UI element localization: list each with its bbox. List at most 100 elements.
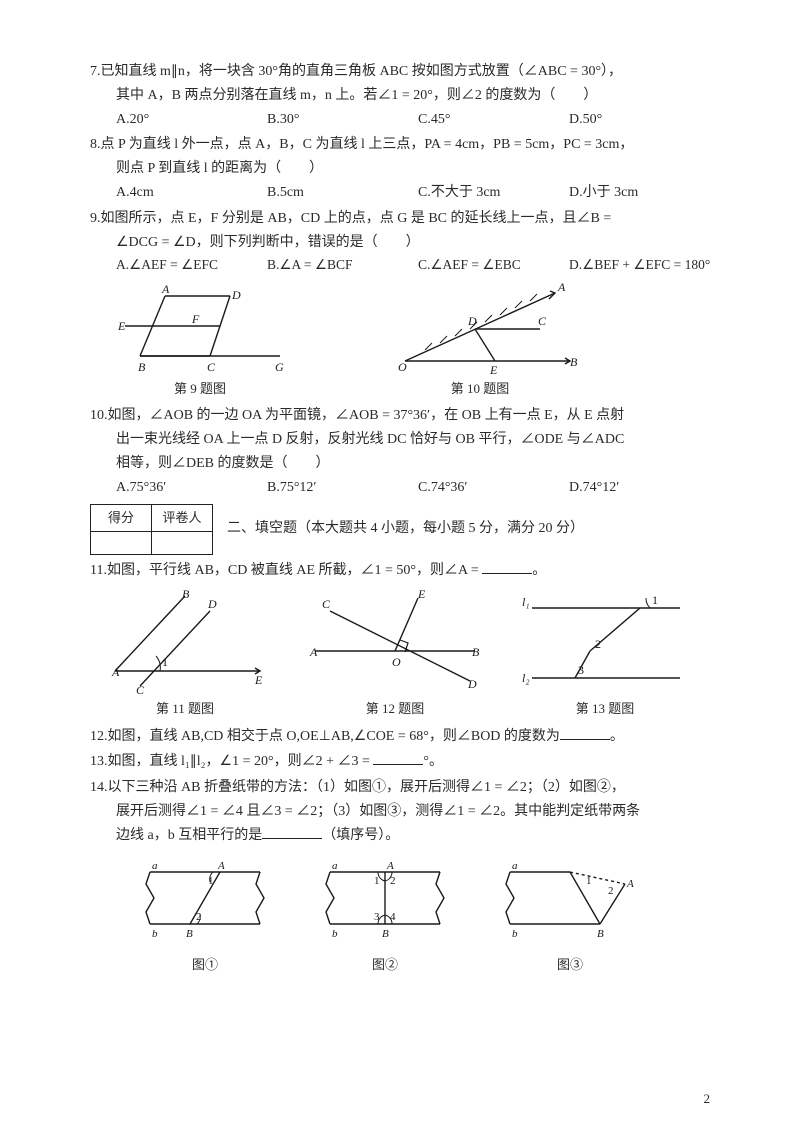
q9-opt-a: A.∠AEF = ∠EFC	[116, 254, 267, 277]
figures-row-3: a b A B 1 2 图①	[140, 854, 720, 977]
svg-text:E: E	[117, 319, 126, 333]
q7-options: A.20° B.30° C.45° D.50°	[90, 108, 720, 132]
svg-text:C: C	[538, 314, 547, 328]
score-head-1: 得分	[91, 504, 152, 531]
q10-opt-c: C.74°36′	[418, 476, 569, 500]
q13-text: 13.如图，直线 l₁∥l₂，∠1 = 20°，则∠2 + ∠3 =	[90, 754, 373, 769]
svg-text:E: E	[489, 363, 498, 376]
figcap-q10: 第 10 题图	[380, 378, 580, 400]
q11-text: 11.如图，平行线 AB，CD 被直线 AE 所截，∠1 = 50°，则∠A =	[90, 563, 482, 578]
q7-opt-d: D.50°	[569, 108, 720, 132]
question-11: 11.如图，平行线 AB，CD 被直线 AE 所截，∠1 = 50°，则∠A =…	[90, 559, 720, 583]
q8-options: A.4cm B.5cm C.不大于 3cm D.小于 3cm	[90, 181, 720, 205]
svg-text:l₂: l₂	[522, 671, 530, 685]
q7-line2: 其中 A，B 两点分别落在直线 m，n 上。若∠1 = 20°，则∠2 的度数为…	[90, 84, 720, 108]
figcap-14-2: 图②	[320, 954, 450, 976]
figure-q12: A B C D E O 第 12 题图	[300, 586, 490, 720]
figure-14-2: a b A B 1 2 3 4 图②	[320, 854, 450, 977]
page-number: 2	[704, 1088, 711, 1110]
svg-text:D: D	[207, 597, 217, 611]
svg-text:l₁: l₁	[522, 595, 530, 609]
q9-opt-d: D.∠BEF + ∠EFC = 180°	[569, 254, 720, 277]
figure-q10: A B O D C E 第 10 题图	[380, 281, 580, 400]
q10-opt-a: A.75°36′	[116, 476, 267, 500]
q8-opt-d: D.小于 3cm	[569, 181, 720, 205]
svg-text:C: C	[322, 597, 331, 611]
svg-text:3: 3	[374, 911, 380, 923]
q14-line3a: 边线 a，b 互相平行的是	[116, 828, 262, 843]
question-10: 10.如图，∠AOB 的一边 OA 为平面镜，∠AOB = 37°36′，在 O…	[90, 404, 720, 499]
q10-opt-b: B.75°12′	[267, 476, 418, 500]
section-2-header: 得分 评卷人 二、填空题（本大题共 4 小题，每小题 5 分，满分 20 分）	[90, 504, 720, 555]
q8-line2: 则点 P 到直线 l 的距离为（ ）	[90, 157, 720, 181]
score-table: 得分 评卷人	[90, 504, 213, 555]
q7-line1: 7.已知直线 m∥n，将一块含 30°角的直角三角板 ABC 按如图方式放置（∠…	[90, 60, 720, 84]
svg-text:A: A	[111, 665, 120, 679]
figure-14-1: a b A B 1 2 图①	[140, 854, 270, 977]
score-head-2: 评卷人	[152, 504, 213, 531]
svg-text:D: D	[467, 677, 477, 691]
q9-options: A.∠AEF = ∠EFC B.∠A = ∠BCF C.∠AEF = ∠EBC …	[90, 254, 720, 277]
svg-text:E: E	[254, 673, 263, 687]
figures-row-1: A D E F B C G 第 9 题图	[110, 281, 720, 400]
q8-opt-c: C.不大于 3cm	[418, 181, 569, 205]
svg-text:D: D	[467, 314, 477, 328]
svg-text:2: 2	[608, 885, 614, 897]
svg-text:G: G	[275, 360, 284, 374]
question-7: 7.已知直线 m∥n，将一块含 30°角的直角三角板 ABC 按如图方式放置（∠…	[90, 60, 720, 131]
figcap-14-3: 图③	[500, 954, 640, 976]
svg-text:2: 2	[595, 637, 601, 651]
q14-line3b: （填序号）。	[322, 828, 399, 843]
svg-text:a: a	[152, 860, 158, 872]
svg-text:B: B	[138, 360, 146, 374]
q12-text: 12.如图，直线 AB,CD 相交于点 O,OE⊥AB,∠COE = 68°，则…	[90, 729, 560, 744]
q14-blank	[262, 824, 322, 839]
svg-text:4: 4	[390, 911, 396, 923]
section-2-title: 二、填空题（本大题共 4 小题，每小题 5 分，满分 20 分）	[227, 517, 584, 541]
q7-opt-c: C.45°	[418, 108, 569, 132]
svg-text:A: A	[557, 281, 566, 294]
svg-text:A: A	[309, 645, 318, 659]
svg-text:E: E	[417, 587, 426, 601]
svg-text:1: 1	[586, 875, 592, 887]
svg-text:B: B	[472, 645, 480, 659]
svg-text:1: 1	[162, 655, 168, 669]
svg-text:O: O	[398, 360, 407, 374]
q13-blank	[373, 750, 423, 765]
svg-text:B: B	[570, 355, 578, 369]
svg-text:1: 1	[652, 593, 658, 607]
score-cell-1	[91, 531, 152, 554]
svg-text:C: C	[136, 683, 145, 696]
figure-q9: A D E F B C G 第 9 题图	[110, 281, 290, 400]
q10-line2: 出一束光线经 OA 上一点 D 反射，反射光线 DC 恰好与 OB 平行，∠OD…	[90, 428, 720, 452]
q8-opt-b: B.5cm	[267, 181, 418, 205]
svg-text:B: B	[382, 928, 389, 940]
svg-text:a: a	[512, 860, 518, 872]
q9-opt-c: C.∠AEF = ∠EBC	[418, 254, 569, 277]
q14-line1: 14.以下三种沿 AB 折叠纸带的方法：（1）如图①，展开后测得∠1 = ∠2；…	[90, 776, 720, 800]
svg-text:a: a	[332, 860, 338, 872]
svg-text:B: B	[182, 587, 190, 601]
q9-line2: ∠DCG = ∠D，则下列判断中，错误的是（ ）	[90, 231, 720, 255]
question-14: 14.以下三种沿 AB 折叠纸带的方法：（1）如图①，展开后测得∠1 = ∠2；…	[90, 776, 720, 847]
q14-line3: 边线 a，b 互相平行的是 （填序号）。	[90, 824, 720, 848]
q10-opt-d: D.74°12′	[569, 476, 720, 500]
q7-opt-a: A.20°	[116, 108, 267, 132]
svg-text:1: 1	[208, 875, 214, 887]
svg-text:B: B	[597, 928, 604, 940]
q13-suffix: °。	[423, 754, 443, 769]
q10-line1: 10.如图，∠AOB 的一边 OA 为平面镜，∠AOB = 37°36′，在 O…	[90, 404, 720, 428]
q12-blank	[560, 725, 610, 740]
svg-text:3: 3	[578, 663, 584, 677]
svg-text:b: b	[152, 928, 158, 940]
figure-14-3: a b A B 1 2 图③	[500, 854, 640, 977]
figures-row-2: A B C D E 1 第 11 题图	[100, 586, 720, 720]
figcap-q9: 第 9 题图	[110, 378, 290, 400]
svg-text:O: O	[392, 655, 401, 669]
svg-text:A: A	[217, 860, 225, 872]
figcap-14-1: 图①	[140, 954, 270, 976]
q10-line3: 相等，则∠DEB 的度数是（ ）	[90, 452, 720, 476]
svg-text:D: D	[231, 288, 241, 302]
svg-text:C: C	[207, 360, 216, 374]
figure-q13: l₁ l₂ 1 2 3 第 13 题图	[520, 586, 690, 720]
